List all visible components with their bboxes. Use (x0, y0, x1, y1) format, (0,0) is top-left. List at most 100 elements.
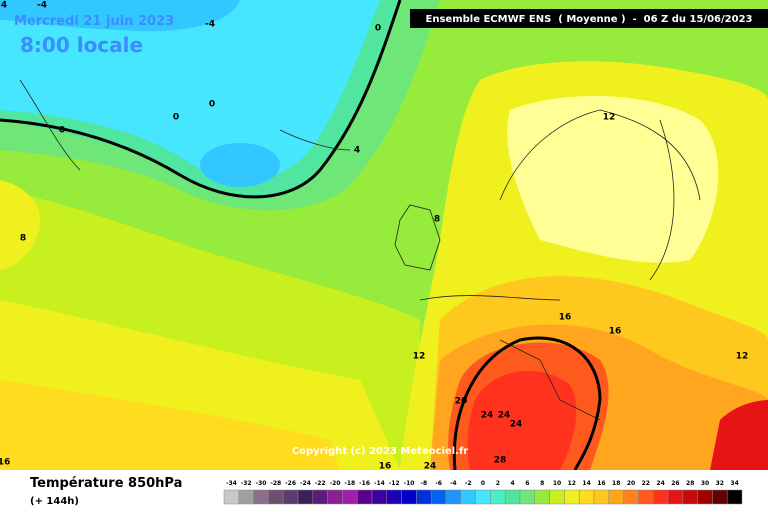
scale-label: 30 (701, 480, 709, 487)
scale-label: 12 (568, 480, 576, 487)
field-24 (467, 370, 577, 470)
model-box (410, 9, 768, 28)
contour-zero (0, 0, 402, 199)
scale-swatch (697, 489, 713, 505)
scale-label: 20 (627, 480, 635, 487)
scale-swatch (416, 489, 432, 505)
contour-label: -4 (205, 20, 215, 30)
scale-swatch (490, 489, 506, 505)
contour-twenty (452, 336, 602, 471)
scale-label: -26 (285, 480, 296, 487)
contour-label: 12 (736, 352, 749, 362)
scale-label: -14 (374, 480, 385, 487)
scale-swatch (460, 489, 476, 505)
scale-label: -28 (270, 480, 281, 487)
scale-swatch (475, 489, 491, 505)
contour-label: 24 (510, 420, 523, 430)
scale-label: -4 (450, 480, 457, 487)
date: Mercredi 21 juin 2023 (14, 14, 174, 29)
scale-label: 26 (671, 480, 679, 487)
scale-label: 6 (525, 480, 529, 487)
contour-label: 20 (455, 397, 468, 407)
scale-swatch (282, 489, 299, 505)
scale-label: 2 (496, 480, 500, 487)
contour-label: 16 (609, 327, 622, 337)
scale-label: -30 (256, 480, 267, 487)
scale-swatch (712, 489, 728, 505)
parameter: Température 850hPa (30, 476, 182, 491)
scale-swatch (238, 489, 254, 505)
scale-swatch (519, 489, 536, 505)
lead-time: (+ 144h) (30, 496, 79, 507)
field-0 (0, 0, 380, 180)
scale-swatch (297, 489, 314, 505)
scale-label: 28 (686, 480, 694, 487)
scale-label: 4 (511, 480, 515, 487)
contour-label: 16 (0, 458, 10, 468)
contour-label: 12 (413, 352, 426, 362)
contour-label: 24 (424, 462, 437, 472)
contour-label: 24 (498, 411, 511, 421)
scale-label: 24 (656, 480, 664, 487)
scale-swatch (534, 489, 550, 505)
field-14 (0, 380, 340, 470)
contour-label: 4 (1, 1, 7, 11)
scale-swatch (682, 489, 698, 505)
scale-label: 34 (730, 480, 738, 487)
copyright: Copyright (c) 2023 Meteociel.fr (292, 446, 469, 457)
scale-label: 10 (553, 480, 561, 487)
contour-label: 0 (375, 24, 381, 34)
field-minus4 (0, 0, 240, 32)
scale-swatch (342, 489, 358, 505)
time: 8:00 locale (20, 33, 143, 57)
coastlines (19, 79, 701, 421)
scale-swatch (564, 489, 580, 505)
scale-swatch (726, 489, 743, 505)
contour-label: 0 (59, 126, 65, 136)
scale-swatch (578, 489, 595, 505)
field-12-west (0, 180, 40, 270)
field-26 (710, 400, 768, 470)
contour-label: 0 (209, 100, 215, 110)
scale-swatch (312, 489, 328, 505)
scale-swatch (386, 489, 402, 505)
scale-label: -22 (315, 480, 326, 487)
scale-swatch (356, 489, 373, 505)
contour-label: 16 (559, 313, 572, 323)
contour-label: 28 (494, 456, 507, 466)
contour-label: -4 (37, 1, 47, 11)
contour-label: 12 (603, 113, 616, 123)
scale-label: -12 (389, 480, 400, 487)
scale-label: 22 (642, 480, 650, 487)
scale-label: -24 (300, 480, 311, 487)
scale-label: 14 (582, 480, 590, 487)
scale-label: -16 (359, 480, 370, 487)
scale-label: 0 (481, 480, 485, 487)
scale-swatch (623, 489, 639, 505)
scale-swatch (608, 489, 624, 505)
scale-label: -10 (404, 480, 415, 487)
scale-label: -6 (435, 480, 442, 487)
field-minus2 (200, 143, 280, 187)
contour-label: 4 (354, 146, 360, 156)
scale-swatch (445, 489, 462, 505)
model: Ensemble ECMWF ENS ( Moyenne ) - 06 Z du… (426, 14, 753, 25)
scale-label: -32 (241, 480, 252, 487)
contour-label: 8 (20, 234, 26, 244)
scale-swatch (268, 489, 284, 505)
contour-label: 8 (434, 215, 440, 225)
scale-swatch (638, 489, 654, 505)
scale-label: 32 (716, 480, 724, 487)
scale-label: -20 (330, 480, 341, 487)
scale-label: 18 (612, 480, 620, 487)
scale-label: -8 (420, 480, 427, 487)
scale-swatch (430, 489, 447, 505)
scale-swatch (401, 489, 417, 505)
contour-label: 24 (481, 411, 494, 421)
scale-swatch (593, 489, 610, 505)
scale-label: 16 (597, 480, 605, 487)
contour-label: 16 (379, 462, 392, 472)
scale-label: 8 (540, 480, 544, 487)
scale-swatch (327, 489, 343, 505)
